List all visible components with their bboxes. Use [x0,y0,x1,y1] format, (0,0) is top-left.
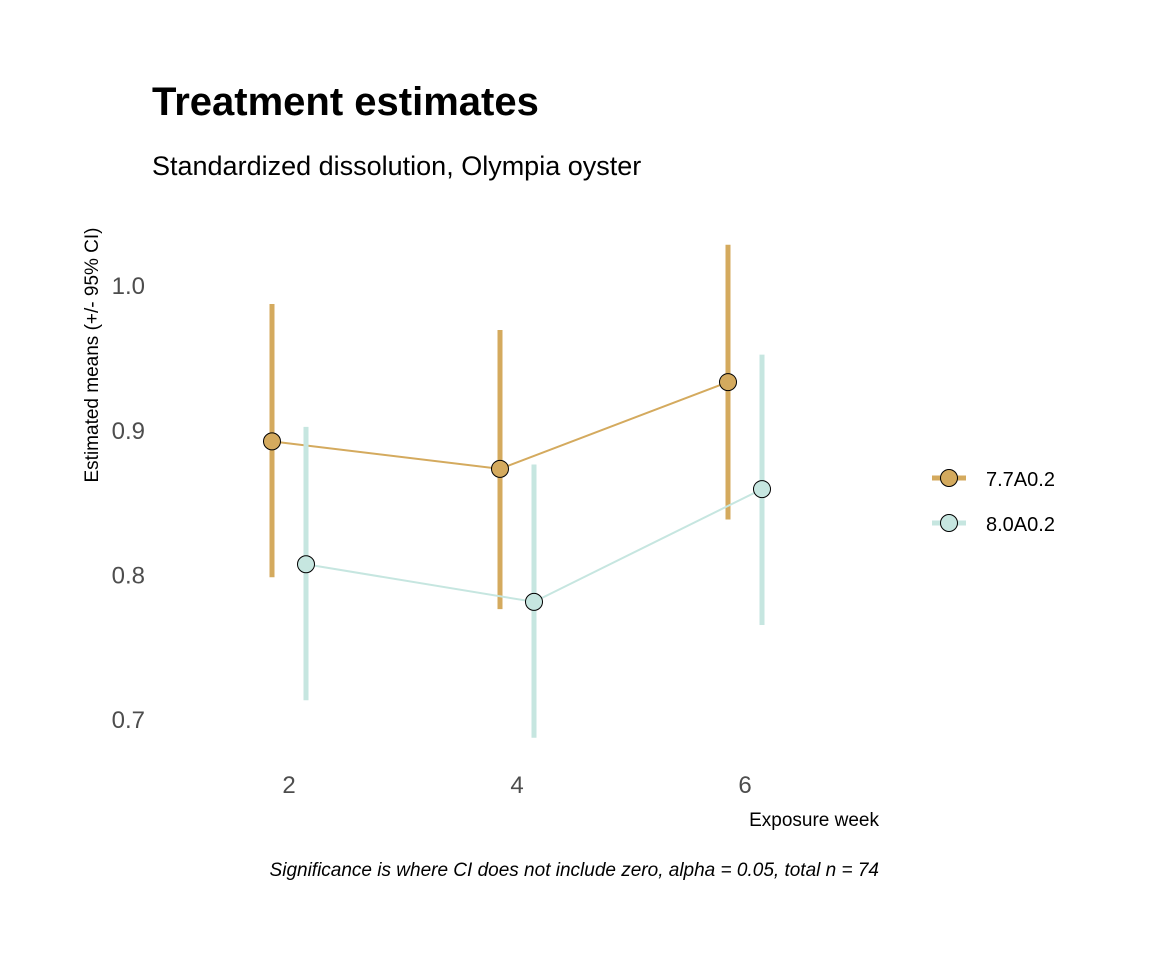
series-7.7A0.2 [263,244,737,610]
series-8.0A0.2 [297,354,771,738]
y-tick-label: 0.9 [112,418,145,445]
legend-marker [940,469,958,487]
x-axis-label: Exposure week [749,810,879,831]
legend-item: 7.7A0.2 [932,469,1055,491]
data-point [525,592,543,611]
chart-subtitle: Standardized dissolution, Olympia oyster [152,151,641,181]
series-layer [263,244,771,738]
y-axis-ticks: 0.7 0.8 0.9 1.0 [112,273,145,734]
data-point [263,432,281,451]
x-tick-label: 2 [282,772,295,799]
legend-label: 8.0A0.2 [986,514,1055,536]
y-axis-label: Estimated means (+/- 95% CI) [82,227,103,482]
data-point [719,373,737,392]
legend: 7.7A0.2 8.0A0.2 [932,469,1055,536]
y-tick-label: 1.0 [112,273,145,300]
legend-marker [940,514,958,532]
data-point [753,480,771,499]
chart-caption: Significance is where CI does not includ… [270,860,879,881]
y-tick-label: 0.7 [112,707,145,734]
data-point [297,555,315,574]
x-tick-label: 6 [738,772,751,799]
plot-area: 0.7 0.8 0.9 1.0 2 4 6 [112,244,771,799]
x-axis-ticks: 2 4 6 [282,772,751,799]
legend-item: 8.0A0.2 [932,514,1055,536]
y-tick-label: 0.8 [112,562,145,589]
chart-title: Treatment estimates [152,80,539,124]
legend-label: 7.7A0.2 [986,469,1055,491]
x-tick-label: 4 [510,772,523,799]
data-point [491,459,509,478]
